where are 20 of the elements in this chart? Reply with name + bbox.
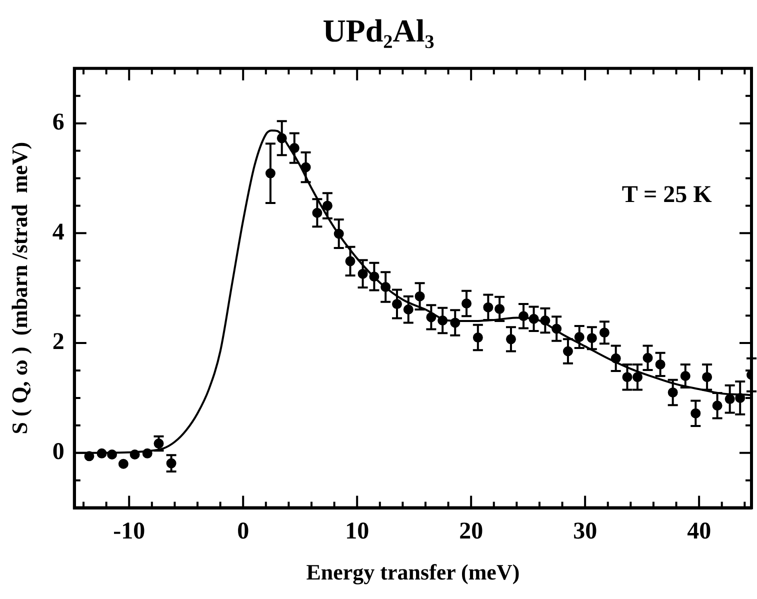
point xyxy=(84,451,94,462)
chart-title: UPd₂Al₃ xyxy=(322,12,434,48)
y-tick-label: 0 xyxy=(52,439,64,466)
x-tick-label: 10 xyxy=(345,518,370,544)
x-tick-label: 0 xyxy=(237,518,250,544)
point xyxy=(142,448,152,458)
point xyxy=(107,450,118,460)
annotation: T = 25 K xyxy=(622,182,712,208)
x-tick-label: -10 xyxy=(113,518,146,544)
y-axis-title: S ( Q, ω ) (mbarn /strad meV) xyxy=(6,142,32,434)
x-tick-label: 30 xyxy=(573,518,598,544)
y-tick-label: 6 xyxy=(52,110,64,136)
point xyxy=(96,448,107,458)
x-axis-title: Energy transfer (meV) xyxy=(306,559,520,584)
point xyxy=(118,458,128,469)
point xyxy=(130,450,140,460)
x-tick-label: 40 xyxy=(687,518,712,544)
x-tick-label: 20 xyxy=(459,518,484,544)
y-tick-label: 4 xyxy=(52,219,64,246)
y-tick-label: 2 xyxy=(52,329,64,356)
